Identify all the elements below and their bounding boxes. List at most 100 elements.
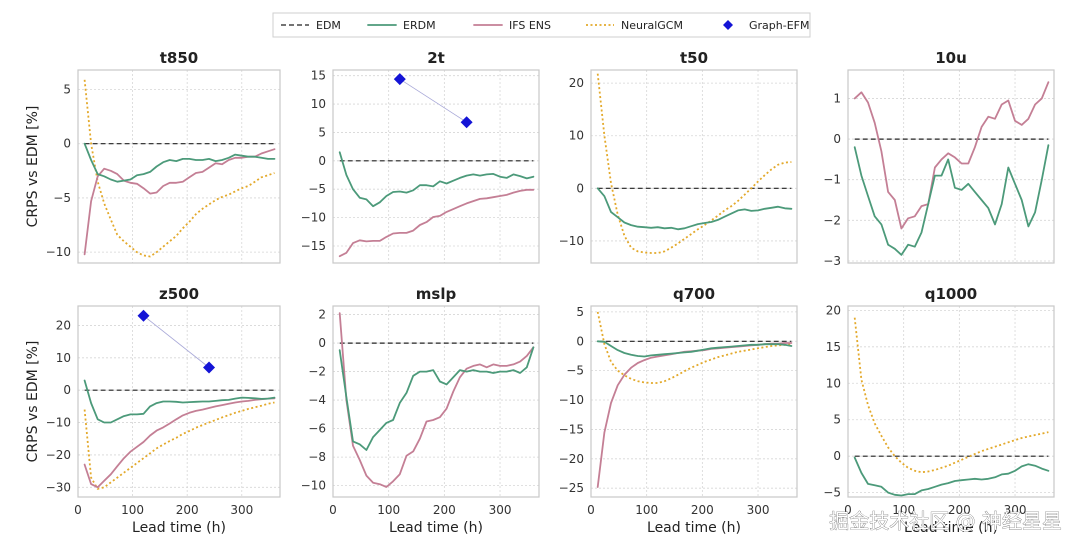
panel-2t: 15 10 5 0 −5 −10 −15 2t — [301, 49, 540, 264]
legend-entry-neuralgcm: NeuralGCM — [586, 19, 683, 32]
panel-title: z500 — [159, 285, 199, 303]
graph-efm-point — [460, 116, 473, 129]
x-tick-label: 200 — [433, 503, 456, 517]
x-tick-label: 300 — [230, 503, 253, 517]
y-tick-label: −6 — [308, 422, 326, 436]
x-tick-label: 0 — [587, 503, 595, 517]
panel-title: 10u — [935, 49, 967, 67]
series-ifs-ens — [853, 81, 1050, 230]
x-tick-label: 100 — [892, 503, 915, 517]
y-tick-label: 0 — [833, 449, 841, 463]
x-tick-label: 100 — [635, 503, 658, 517]
series-neuralgcm — [83, 79, 275, 258]
series-neuralgcm — [596, 73, 792, 254]
y-tick-label: 20 — [826, 303, 841, 317]
y-tick-label: −10 — [559, 234, 584, 248]
x-tick-label: 300 — [489, 503, 512, 517]
y-tick-label: 0 — [576, 334, 584, 348]
y-tick-label: −10 — [46, 245, 71, 259]
x-tick-label: 200 — [948, 503, 971, 517]
y-tick-label: −5 — [566, 364, 584, 378]
series-neuralgcm — [853, 317, 1049, 474]
legend: EDM ERDM IFS ENS NeuralGCM Graph-EFM — [272, 12, 811, 38]
series-erdm — [83, 379, 276, 424]
x-tick-label: 0 — [329, 503, 337, 517]
x-tick-label: 300 — [1004, 503, 1027, 517]
x-tick-label: 0 — [844, 503, 852, 517]
legend-label-edm: EDM — [316, 19, 341, 32]
series-erdm — [596, 187, 793, 231]
axes-frame — [332, 69, 540, 264]
y-tick-label: 2 — [318, 308, 326, 322]
axes-frame — [590, 305, 798, 498]
y-tick-label: 0 — [63, 137, 71, 151]
plot-area — [338, 312, 535, 488]
y-tick-label: 0 — [63, 383, 71, 397]
y-tick-label: −15 — [559, 422, 584, 436]
x-tick-label: 300 — [747, 503, 770, 517]
plot-area — [338, 73, 535, 258]
legend-marker-graph-efm — [723, 20, 733, 30]
y-tick-label: −10 — [46, 416, 71, 430]
axes-frame — [77, 305, 281, 498]
y-tick-label: −2 — [823, 213, 841, 227]
legend-entry-ifs-ens: IFS ENS — [473, 19, 551, 32]
graph-efm-point — [137, 309, 150, 322]
y-tick-label: −10 — [301, 479, 326, 493]
panel-title: 2t — [427, 49, 445, 67]
y-tick-label: −4 — [308, 393, 326, 407]
panel-t850: 5 0 −5 −10 CRPS vs EDM [%] t850 — [25, 49, 281, 264]
legend-entry-graph-efm: Graph-EFM — [723, 19, 809, 32]
panel-title: mslp — [416, 285, 457, 303]
legend-label-ifs-ens: IFS ENS — [509, 19, 551, 32]
series-erdm — [853, 456, 1050, 497]
y-tick-label: −5 — [308, 182, 326, 196]
series-graph-efm-connector — [399, 78, 467, 123]
legend-label-graph-efm: Graph-EFM — [749, 19, 809, 32]
y-tick-label: −5 — [823, 486, 841, 500]
y-tick-label: −10 — [559, 393, 584, 407]
series-ifs-ens — [83, 397, 276, 489]
panel-t50: 20 10 0 −10 t50 — [559, 49, 798, 264]
plot-area — [596, 311, 793, 488]
y-tick-label: 20 — [569, 76, 584, 90]
y-tick-label: −30 — [46, 480, 71, 494]
series-erdm — [853, 144, 1050, 256]
series-erdm — [83, 142, 276, 183]
x-axis-label: Lead time (h) — [389, 520, 483, 536]
panel-title: q1000 — [925, 285, 978, 303]
series-ifs-ens — [596, 342, 793, 488]
y-tick-label: −10 — [301, 211, 326, 225]
legend-box — [272, 12, 811, 38]
plot-area — [596, 73, 793, 254]
series-graph-efm-connector — [143, 315, 210, 368]
x-tick-label: 200 — [176, 503, 199, 517]
plot-area — [83, 309, 276, 490]
y-tick-label: 0 — [318, 154, 326, 168]
y-tick-label: 10 — [569, 129, 584, 143]
y-tick-label: 5 — [318, 125, 326, 139]
series-ifs-ens — [338, 312, 535, 488]
series-ifs-ens — [338, 188, 535, 258]
series-erdm — [338, 346, 535, 451]
y-tick-label: −5 — [53, 191, 71, 205]
x-axis-label: Lead time (h) — [647, 520, 741, 536]
axes-frame — [77, 69, 281, 264]
panel-10u: 1 0 −1 −2 −3 10u — [823, 49, 1055, 268]
panel-title: t850 — [160, 49, 198, 67]
axes-frame — [847, 69, 1055, 264]
watermark: 掘金技术社区 @ 神经星星 — [829, 509, 1062, 533]
y-tick-label: 5 — [63, 83, 71, 97]
graph-efm-point — [393, 73, 406, 86]
legend-label-neuralgcm: NeuralGCM — [621, 19, 683, 32]
y-tick-label: −15 — [301, 239, 326, 253]
plot-area — [853, 317, 1050, 497]
y-tick-label: −8 — [308, 450, 326, 464]
y-tick-label: 10 — [311, 97, 326, 111]
x-axis-label: Lead time (h) — [904, 520, 998, 536]
series-neuralgcm — [83, 401, 275, 490]
